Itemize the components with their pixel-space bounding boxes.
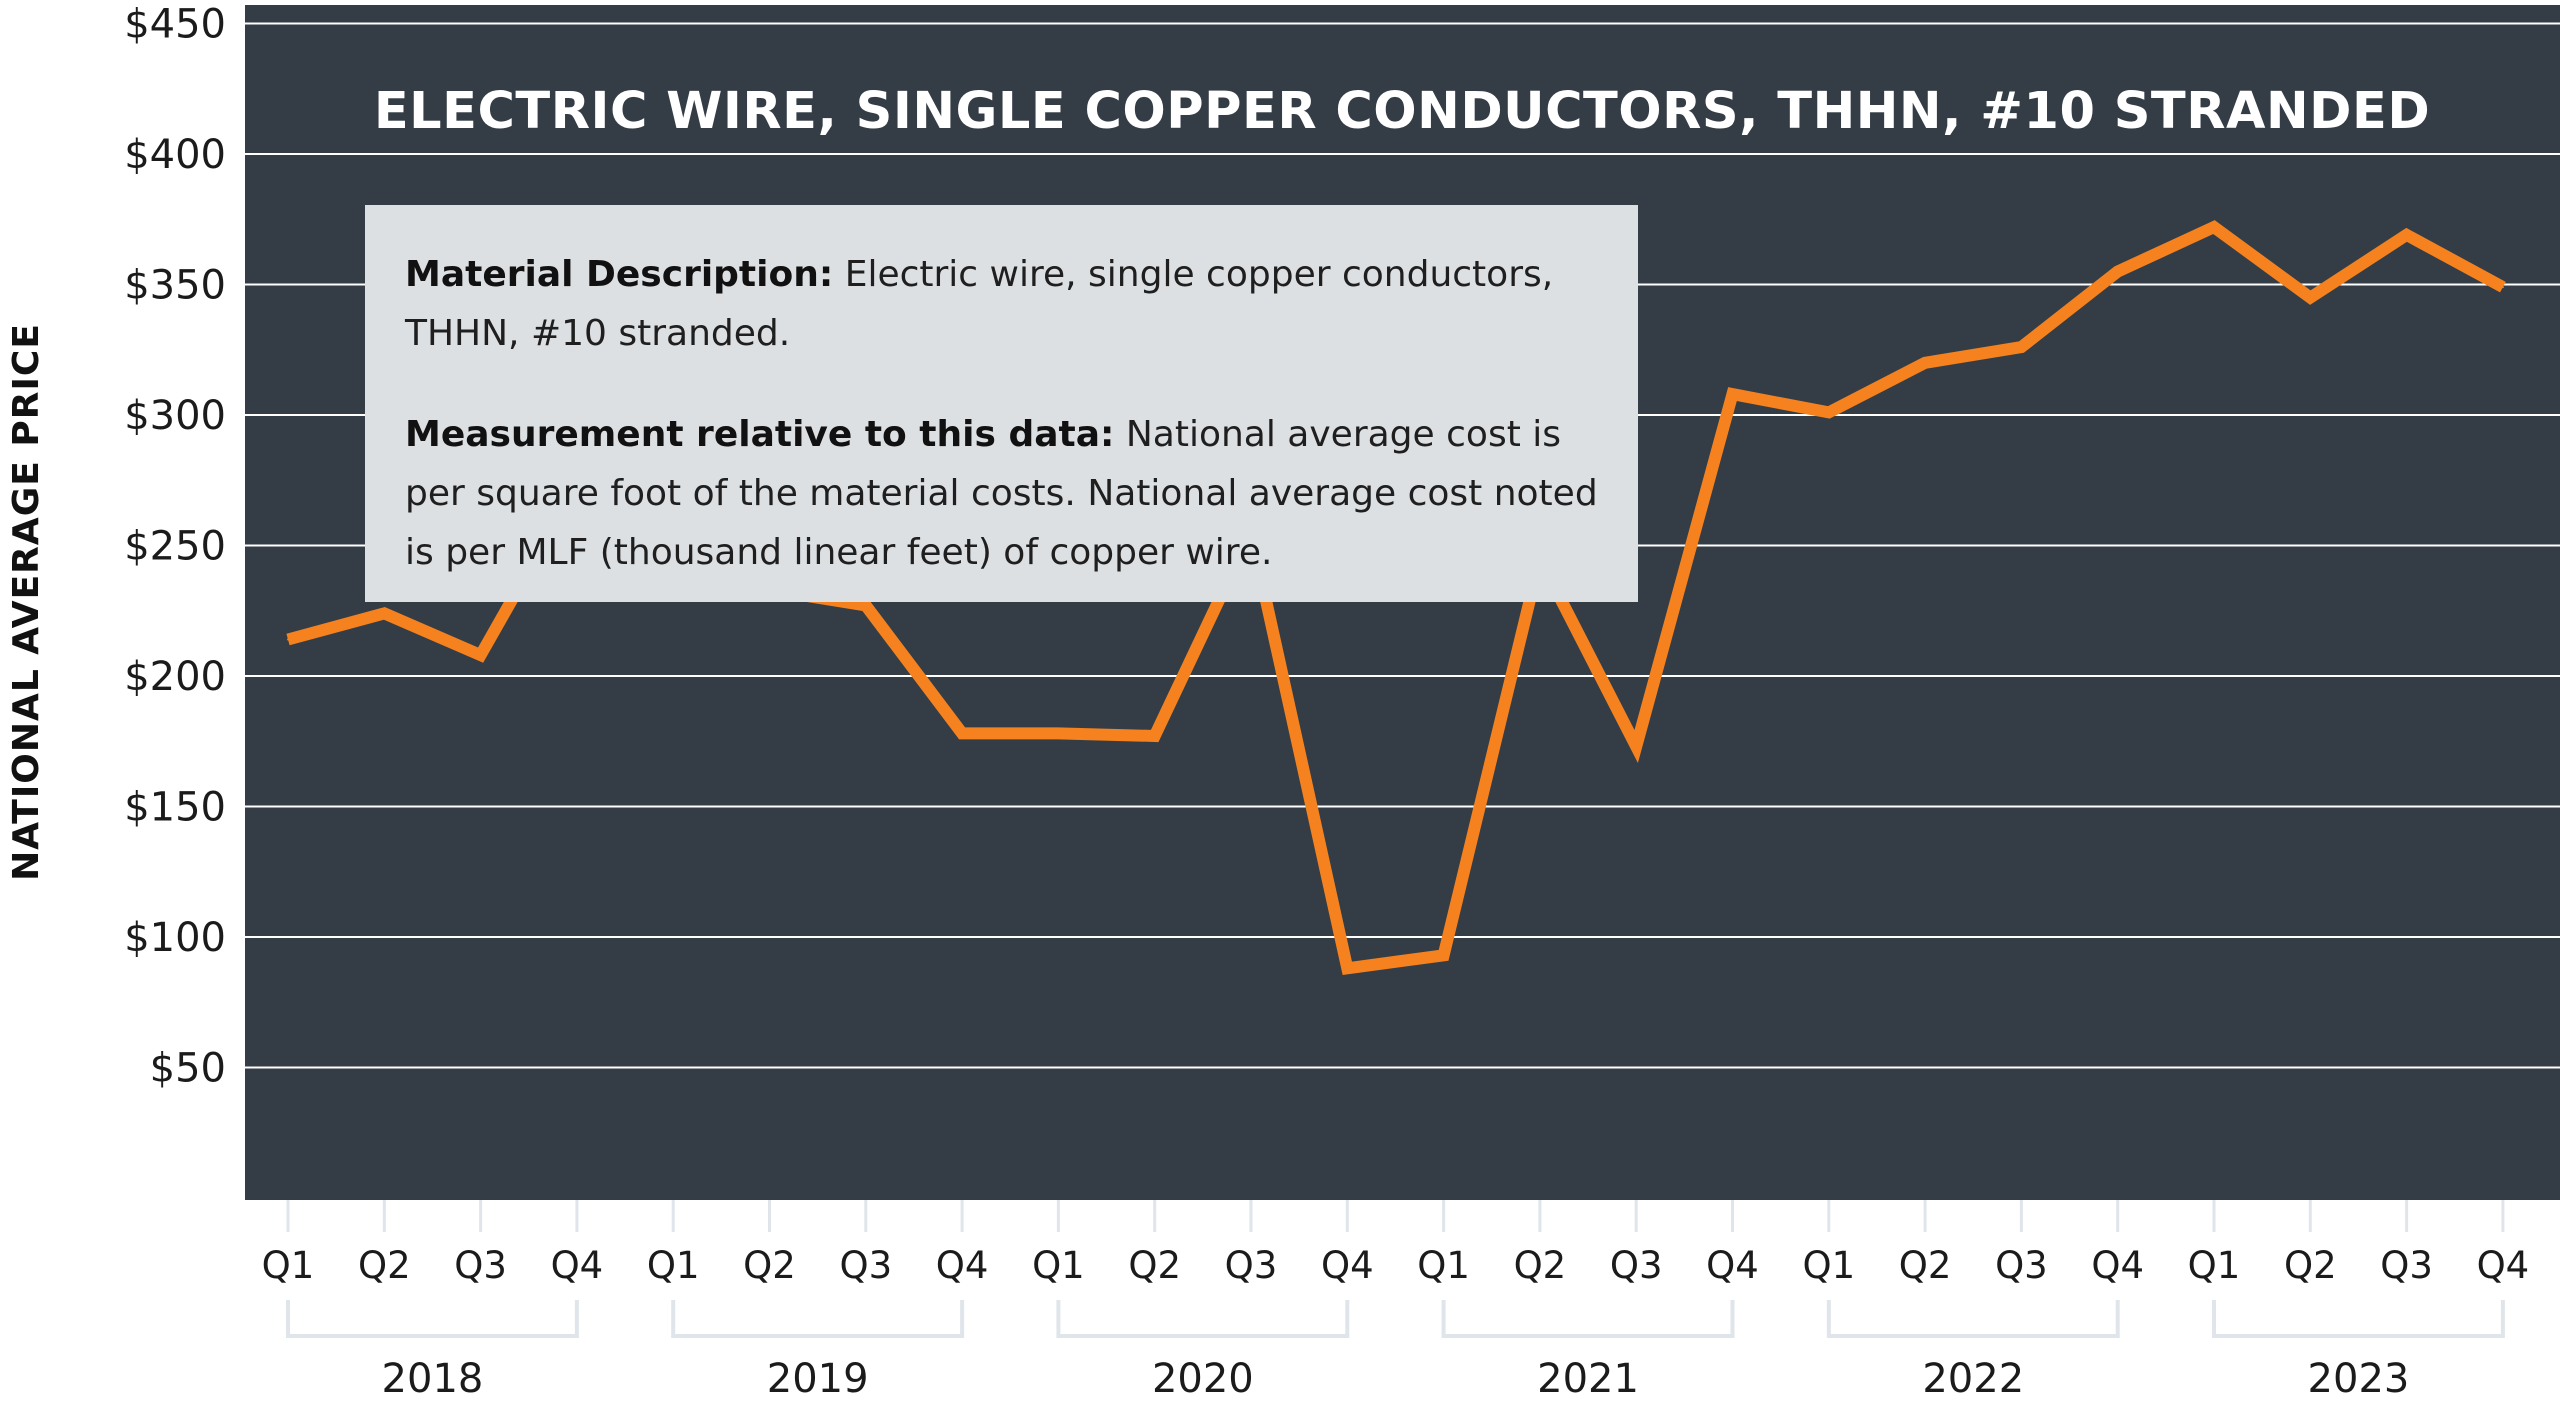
plot-background xyxy=(245,5,2560,1200)
data-point xyxy=(1924,361,1927,364)
y-tick-label: $200 xyxy=(124,654,226,700)
x-tick-label: Q2 xyxy=(358,1244,411,1287)
y-tick-label: $150 xyxy=(124,785,226,831)
x-tick-label: Q1 xyxy=(1032,1244,1085,1287)
year-groups: 2018 2019 2020 2021 2022 2023 xyxy=(286,1300,2505,1402)
data-point xyxy=(1635,745,1638,748)
y-tick-label: $250 xyxy=(124,524,226,570)
x-tick-label: Q4 xyxy=(936,1244,989,1287)
x-tick-label: Q3 xyxy=(1225,1244,1278,1287)
year-label: 2018 xyxy=(382,1356,484,1402)
x-tick-label: Q1 xyxy=(1802,1244,1855,1287)
x-tick-label: Q4 xyxy=(551,1244,604,1287)
year-bracket xyxy=(1056,1300,1350,1338)
data-point xyxy=(479,654,482,657)
y-tick-label: $300 xyxy=(124,393,226,439)
data-point xyxy=(1057,732,1060,735)
info-box: Material Description: Electric wire, sin… xyxy=(365,205,1638,602)
data-point xyxy=(2116,270,2119,273)
x-tick-labels: Q1 Q2 Q3 Q4 Q1 Q2 Q3 Q4 Q1 Q2 Q3 Q4 Q1 Q2 Q3 Q4 Q1 Q2 Q3 Q4… xyxy=(262,1200,2530,1287)
data-point xyxy=(864,604,867,607)
year-label: 2021 xyxy=(1537,1356,1639,1402)
x-tick-label: Q2 xyxy=(1899,1244,1952,1287)
x-tick-label: Q2 xyxy=(1514,1244,1567,1287)
x-tick-label: Q4 xyxy=(1706,1244,1759,1287)
x-tick-label: Q1 xyxy=(2188,1244,2241,1287)
data-point xyxy=(383,612,386,615)
material-description-label: Material Description: xyxy=(405,254,834,295)
x-tick-label: Q4 xyxy=(1321,1244,1374,1287)
data-point xyxy=(2405,233,2408,236)
data-point xyxy=(2309,296,2312,299)
y-tick-label: $450 xyxy=(124,2,226,48)
data-point xyxy=(2020,346,2023,349)
measurement-text: National average cost is per square foot… xyxy=(405,414,1598,573)
year-label: 2022 xyxy=(1922,1356,2024,1402)
data-point xyxy=(1153,735,1156,738)
x-tick-label: Q1 xyxy=(262,1244,315,1287)
y-tick-label: $100 xyxy=(124,915,226,961)
x-tick-label: Q2 xyxy=(2284,1244,2337,1287)
x-tick-label: Q3 xyxy=(1995,1244,2048,1287)
x-tick-label: Q1 xyxy=(647,1244,700,1287)
x-tick-label: Q4 xyxy=(2477,1244,2530,1287)
year-bracket xyxy=(1826,1300,2120,1338)
x-tick-label: Q4 xyxy=(2091,1244,2144,1287)
data-point xyxy=(961,732,964,735)
x-tick-label: Q2 xyxy=(1128,1244,1181,1287)
y-tick-label: $350 xyxy=(124,263,226,309)
year-bracket xyxy=(2212,1300,2505,1338)
y-tick-labels: $50 $100 $150 $200 $250 $300 $350 $400 $450 xyxy=(124,2,226,1092)
data-point xyxy=(2501,286,2504,289)
data-point xyxy=(2213,226,2215,229)
year-label: 2020 xyxy=(1152,1356,1254,1402)
x-tick-label: Q3 xyxy=(839,1244,892,1287)
data-point xyxy=(1827,411,1830,414)
chart-title: ELECTRIC WIRE, SINGLE COPPER CONDUCTORS,… xyxy=(374,82,2430,141)
x-tick-label: Q3 xyxy=(454,1244,507,1287)
year-bracket xyxy=(671,1300,965,1338)
material-description-text: Electric wire, single copper conductors,… xyxy=(405,254,1554,354)
y-tick-label: $50 xyxy=(150,1046,226,1092)
measurement-label: Measurement relative to this data: xyxy=(405,414,1115,455)
x-tick-label: Q3 xyxy=(2380,1244,2433,1287)
data-point xyxy=(1346,967,1349,970)
x-tick-label: Q3 xyxy=(1610,1244,1663,1287)
y-axis-label: NATIONAL AVERAGE PRICE xyxy=(6,323,47,881)
data-point xyxy=(287,638,289,641)
y-tick-label: $400 xyxy=(124,132,226,178)
year-bracket xyxy=(1441,1300,1735,1338)
year-bracket xyxy=(286,1300,579,1338)
x-tick-label: Q2 xyxy=(743,1244,796,1287)
x-tick-label: Q1 xyxy=(1417,1244,1470,1287)
data-point xyxy=(1442,954,1445,957)
data-point xyxy=(1731,393,1734,396)
measurement-description: Measurement relative to this data: Natio… xyxy=(405,405,1598,582)
year-label: 2023 xyxy=(2308,1356,2410,1402)
year-label: 2019 xyxy=(767,1356,869,1402)
material-description: Material Description: Electric wire, sin… xyxy=(405,245,1598,363)
